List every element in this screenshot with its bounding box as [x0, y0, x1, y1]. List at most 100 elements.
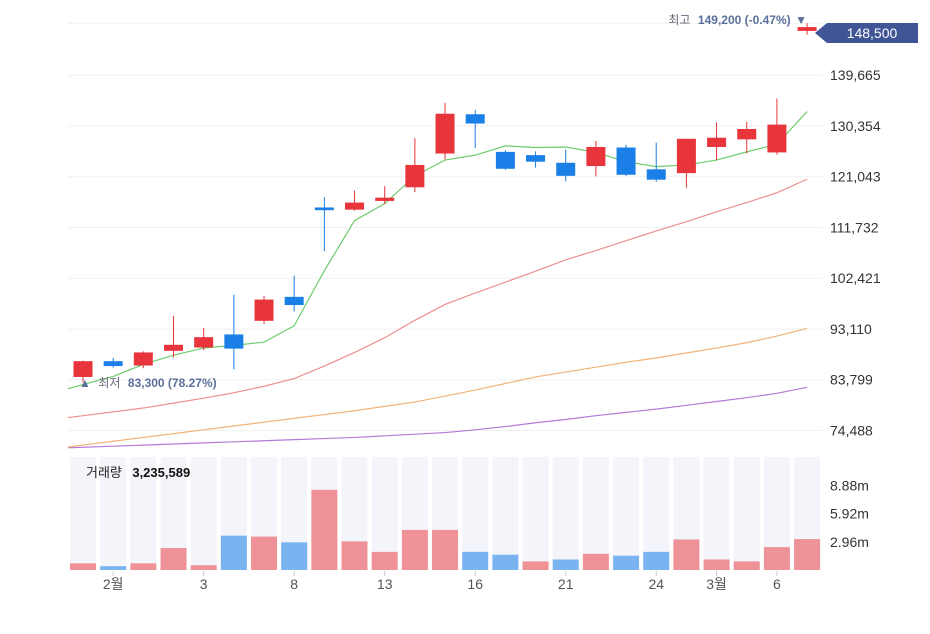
volume-bar[interactable] — [462, 552, 488, 570]
volume-title: 거래량 — [86, 465, 122, 480]
low-marker: ▲ — [79, 376, 91, 390]
candle[interactable] — [285, 276, 304, 312]
volume-bar[interactable] — [221, 536, 247, 570]
price-tick-label: 111,732 — [830, 219, 879, 235]
date-tick-label: 21 — [558, 576, 574, 592]
date-tick-label: 16 — [467, 576, 483, 592]
price-tick-label: 83,799 — [830, 372, 873, 388]
candle-body — [194, 337, 213, 347]
candle[interactable] — [194, 328, 213, 350]
candle[interactable] — [315, 197, 334, 251]
volume-bar[interactable] — [553, 560, 579, 570]
volume-bar[interactable] — [583, 554, 609, 570]
candle-body — [647, 169, 666, 179]
volume-column-bg — [492, 457, 518, 570]
volume-bar[interactable] — [673, 539, 699, 570]
high-marker: ▼ — [795, 13, 807, 27]
candle-body — [375, 198, 394, 201]
volume-tick-label: 5.92m — [830, 506, 869, 522]
volume-bar[interactable] — [100, 566, 126, 570]
candle[interactable] — [375, 186, 394, 204]
candle[interactable] — [496, 150, 515, 170]
moving-average-lines — [68, 112, 807, 448]
price-gridlines — [68, 23, 822, 430]
volume-bar[interactable] — [794, 539, 820, 570]
candle[interactable] — [255, 296, 274, 324]
volume-bar[interactable] — [613, 556, 639, 570]
high-annotation: 최고 149,200 (-0.47%) ▼ — [668, 11, 807, 28]
volume-bar[interactable] — [643, 552, 669, 570]
price-axis: 74,488 83,799 93,110 102,421 111,732 121,043 1… — [830, 67, 881, 438]
candle-body — [405, 165, 424, 187]
volume-bar[interactable] — [342, 541, 368, 570]
candle[interactable] — [466, 110, 485, 148]
volume-axis: 2.96m5.92m8.88m — [830, 477, 869, 550]
date-tick-label: 2월 — [103, 576, 124, 592]
candle[interactable] — [586, 141, 605, 176]
candle[interactable] — [526, 151, 545, 167]
date-tick-label: 24 — [648, 576, 664, 592]
volume-bar[interactable] — [704, 560, 730, 570]
volume-bar[interactable] — [191, 565, 217, 570]
candle[interactable] — [647, 143, 666, 182]
candle-body — [255, 300, 274, 321]
candle[interactable] — [677, 139, 696, 188]
volume-column-bg — [191, 457, 217, 570]
current-price-value: 148,500 — [847, 25, 898, 41]
volume-bar[interactable] — [372, 552, 398, 570]
candle-body — [767, 125, 786, 153]
candle[interactable] — [767, 98, 786, 154]
candle-body — [224, 334, 243, 348]
volume-bar[interactable] — [492, 555, 518, 570]
candle[interactable] — [737, 122, 756, 154]
volume-column-bg — [553, 457, 579, 570]
candle[interactable] — [134, 351, 153, 368]
volume-bar[interactable] — [251, 537, 277, 570]
volume-tick-label: 2.96m — [830, 534, 869, 550]
volume-bar[interactable] — [70, 563, 96, 570]
candle-body — [74, 361, 93, 377]
low-value: 83,300 (78.27%) — [128, 376, 217, 390]
candle[interactable] — [436, 103, 455, 160]
date-tick-label: 13 — [377, 576, 393, 592]
volume-bar[interactable] — [764, 547, 790, 570]
low-label: 최저 — [98, 376, 120, 390]
candle-body — [164, 345, 183, 351]
volume-bar[interactable] — [281, 542, 307, 570]
price-tick-label: 139,665 — [830, 67, 881, 83]
volume-column-bg — [583, 457, 609, 570]
volume-bar[interactable] — [402, 530, 428, 570]
volume-bar[interactable] — [311, 490, 337, 570]
volume-bar[interactable] — [734, 561, 760, 570]
volume-column-bg — [523, 457, 549, 570]
candle[interactable] — [104, 358, 123, 368]
volume-bar[interactable] — [161, 548, 187, 570]
candle-body — [586, 147, 605, 166]
volume-bar[interactable] — [432, 530, 458, 570]
candle-body — [526, 155, 545, 162]
volume-column-bg — [704, 457, 730, 570]
candle[interactable] — [345, 191, 364, 211]
candle[interactable] — [164, 316, 183, 357]
candle[interactable] — [224, 295, 243, 370]
candle-body — [104, 361, 123, 366]
price-tick-label: 74,488 — [830, 422, 873, 438]
volume-column-bg — [734, 457, 760, 570]
candle[interactable] — [707, 122, 726, 160]
volume-bar[interactable] — [523, 561, 549, 570]
price-tick-label: 121,043 — [830, 169, 881, 185]
current-price-tag: 148,500 — [815, 23, 918, 43]
date-axis: 2월 3 8 13 16 21 24 3월 6 — [103, 571, 781, 592]
candle[interactable] — [617, 145, 636, 176]
date-tick-label: 6 — [773, 576, 781, 592]
candle-body — [707, 138, 726, 147]
volume-header: 거래량 3,235,589 — [86, 464, 190, 481]
candle-body — [496, 152, 515, 169]
candle-body — [556, 163, 575, 176]
price-tick-label: 130,354 — [830, 118, 881, 134]
price-tick-label: 102,421 — [830, 270, 881, 286]
candle[interactable] — [405, 138, 424, 192]
volume-latest-value: 3,235,589 — [132, 465, 190, 480]
volume-bar[interactable] — [130, 563, 156, 570]
chart-canvas: 74,48883,79993,110102,421111,732121,0431… — [0, 0, 930, 629]
